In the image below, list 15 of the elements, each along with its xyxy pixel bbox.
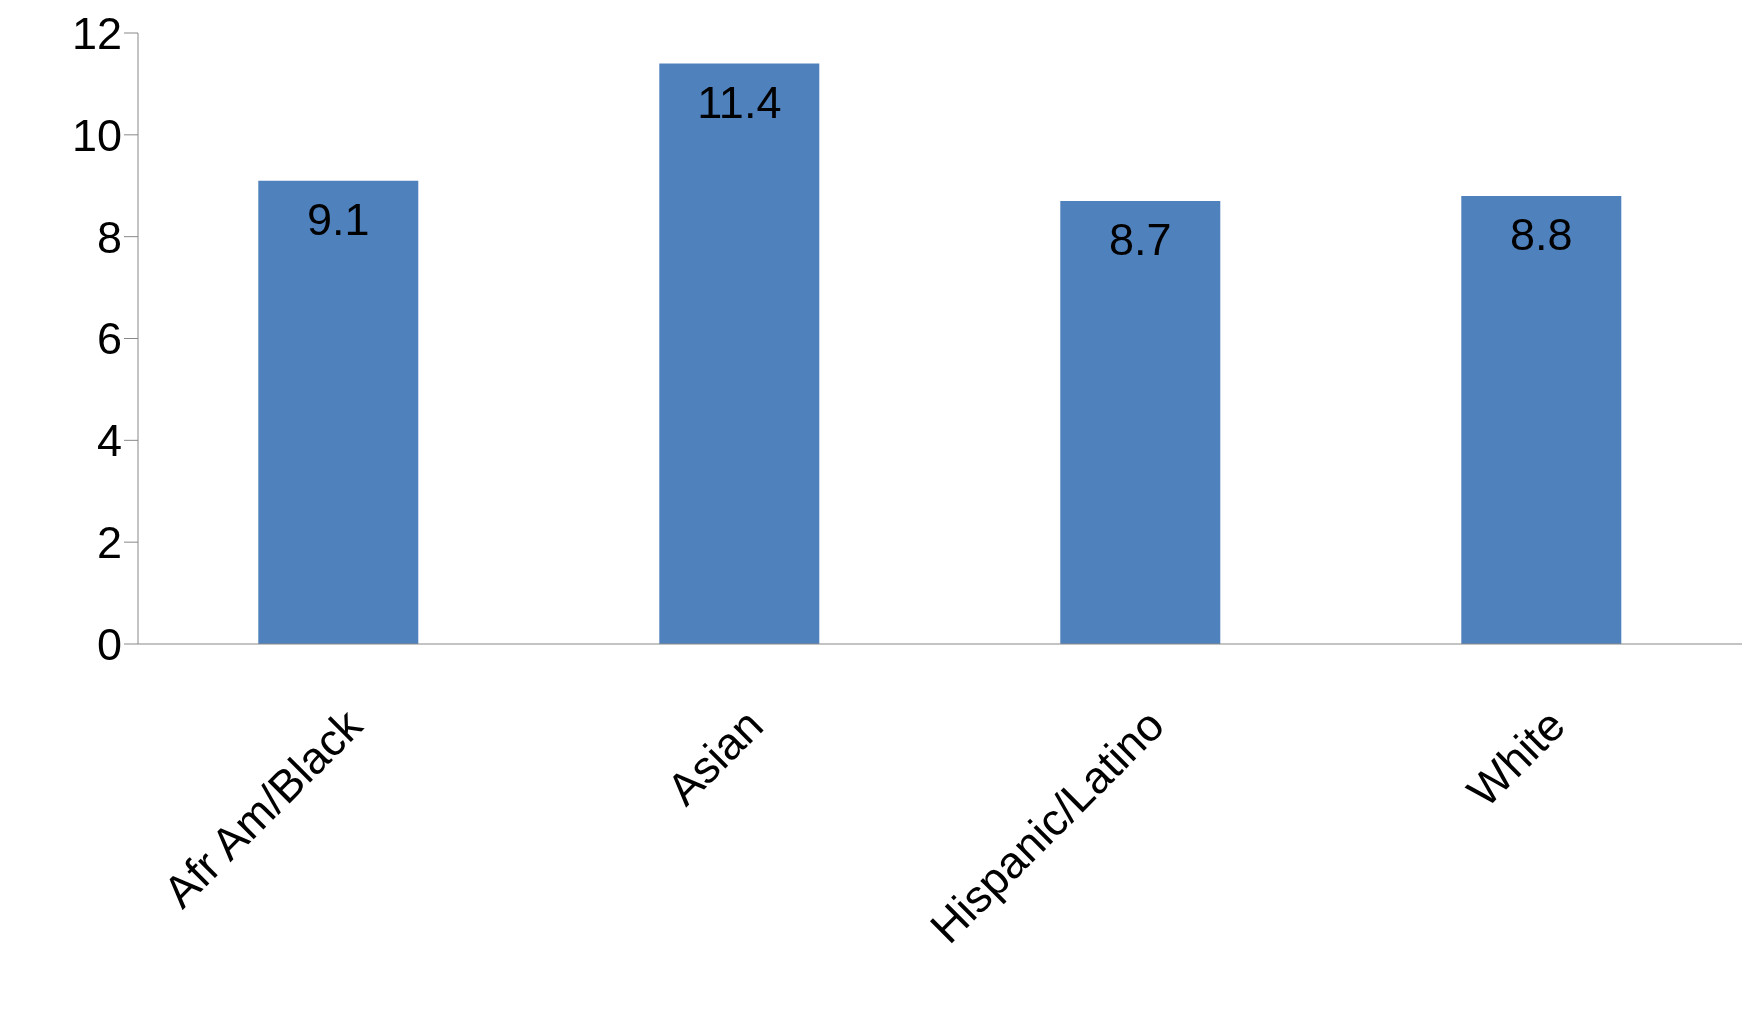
y-tick-label: 0	[96, 618, 122, 670]
bar	[1461, 195, 1622, 644]
y-tick-label: 8	[96, 211, 122, 263]
data-label: 8.8	[1510, 208, 1573, 260]
data-label: 11.4	[697, 76, 782, 128]
y-tick-label: 6	[96, 313, 122, 365]
y-tick-label: 4	[96, 415, 122, 467]
data-label: 8.7	[1109, 213, 1172, 265]
y-tick-label: 10	[71, 109, 122, 161]
bar	[258, 180, 419, 644]
y-tick-label: 2	[96, 517, 122, 569]
bar	[659, 63, 820, 644]
bar	[1060, 201, 1221, 644]
data-label: 9.1	[307, 193, 370, 245]
y-tick-label: 12	[71, 7, 122, 59]
